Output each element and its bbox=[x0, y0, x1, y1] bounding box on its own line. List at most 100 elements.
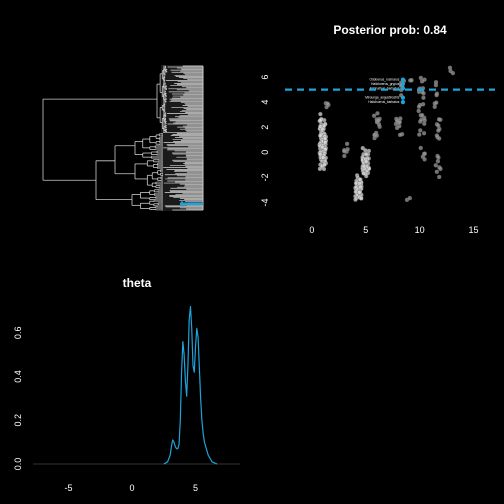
scatter-point bbox=[363, 148, 368, 153]
density-x-tick-label: 0 bbox=[130, 483, 135, 493]
scatter-point bbox=[421, 131, 427, 136]
scatter-point bbox=[434, 169, 440, 174]
scatter-point bbox=[447, 65, 453, 70]
scatter-x-tick-label: 10 bbox=[415, 225, 425, 235]
scatter-y-tick-label: 0 bbox=[260, 150, 270, 155]
scatter-point bbox=[397, 132, 403, 138]
density-y-tick-label: 0.2 bbox=[13, 414, 23, 427]
scatter-point bbox=[353, 197, 358, 202]
scatter-point bbox=[418, 128, 423, 133]
theta-density-line bbox=[163, 305, 218, 465]
density-y-tick-label: 0.4 bbox=[13, 370, 23, 383]
scatter-point bbox=[436, 136, 442, 141]
highlighted-point-label: Halichoerus_barbatus bbox=[368, 100, 399, 104]
scatter-point bbox=[436, 123, 441, 128]
scatter-point bbox=[364, 159, 369, 164]
scatter-point bbox=[361, 164, 367, 169]
scatter-point bbox=[359, 196, 364, 201]
scatter-x-tick-label: 0 bbox=[309, 225, 314, 235]
scatter-point bbox=[357, 190, 362, 195]
scatter-y-tick-label: 4 bbox=[260, 100, 270, 105]
scatter-y-tick-label: 2 bbox=[260, 125, 270, 130]
scatter-point bbox=[394, 118, 400, 124]
highlighted-point-label: Odobenus_rosmarus bbox=[370, 78, 400, 82]
scatter-point bbox=[434, 100, 439, 105]
scatter-point bbox=[420, 113, 425, 118]
scatter-point bbox=[361, 171, 366, 176]
scatter-point bbox=[323, 147, 328, 152]
highlighted-point bbox=[400, 100, 406, 105]
scatter-point bbox=[318, 124, 323, 129]
scatter-point bbox=[357, 177, 363, 182]
scatter-point bbox=[376, 118, 381, 123]
scatter-point bbox=[320, 155, 326, 160]
scatter-point bbox=[342, 149, 347, 154]
scatter-point bbox=[421, 95, 426, 100]
scatter-point bbox=[422, 151, 427, 156]
highlighted-point-label: Erignathus_barbatus bbox=[370, 86, 400, 90]
scatter-point bbox=[435, 159, 441, 164]
scatter-point bbox=[371, 113, 377, 118]
scatter-point bbox=[436, 128, 441, 133]
scatter-point bbox=[397, 123, 402, 129]
scatter-point bbox=[450, 70, 456, 76]
highlighted-point bbox=[400, 81, 406, 87]
scatter-point bbox=[433, 163, 438, 168]
scatter-y-tick-label: 6 bbox=[260, 75, 270, 80]
density-y-tick-label: 0.6 bbox=[13, 327, 23, 340]
density-x-tick-label: -5 bbox=[65, 483, 73, 493]
scatter-point bbox=[345, 147, 350, 152]
scatter-point bbox=[436, 155, 441, 160]
highlighted-point-label: Mirounga_angustirostris bbox=[365, 96, 399, 100]
scatter-point bbox=[363, 151, 369, 157]
scatter-point bbox=[323, 140, 328, 145]
scatter-point bbox=[437, 174, 442, 180]
scatter-point bbox=[422, 77, 427, 82]
scatter-y-tick-label: -2 bbox=[260, 173, 270, 181]
scatter-point bbox=[434, 92, 439, 98]
scatter-point bbox=[416, 108, 421, 114]
scatter-point bbox=[375, 111, 380, 116]
scatter-point bbox=[344, 141, 350, 146]
scatter-point bbox=[407, 195, 412, 201]
scatter-point bbox=[358, 184, 363, 190]
scatter-point bbox=[398, 116, 403, 121]
scatter-point bbox=[420, 102, 426, 107]
scatter-point bbox=[417, 132, 422, 137]
scatter-x-tick-label: 15 bbox=[468, 225, 478, 235]
scatter-point bbox=[420, 154, 425, 159]
scatter-point bbox=[322, 162, 327, 168]
scatter-point bbox=[321, 166, 327, 172]
scatter-point bbox=[433, 82, 439, 88]
highlighted-point bbox=[400, 95, 406, 100]
scatter-point bbox=[325, 101, 330, 106]
scatter-point bbox=[318, 111, 323, 117]
highlighted-point-label: Halichoerus_grypus bbox=[371, 82, 400, 86]
scatter-y-tick-label: -4 bbox=[260, 198, 270, 206]
scatter-title: Posterior prob: 0.84 bbox=[333, 23, 447, 37]
density-title: theta bbox=[123, 276, 152, 290]
density-y-tick-label: 0.0 bbox=[13, 458, 23, 471]
scatter-point bbox=[324, 104, 329, 110]
tip-label-block bbox=[161, 65, 203, 211]
scatter-point bbox=[318, 133, 323, 138]
scatter-x-tick-label: 5 bbox=[363, 225, 368, 235]
highlighted-point bbox=[400, 86, 406, 91]
scatter-point bbox=[416, 104, 422, 109]
posterior-scatter-panel: Posterior prob: 0.84 0 5 10 15 -4 -2 0 2 4 6 Odobe… bbox=[260, 23, 495, 235]
scatter-point bbox=[436, 117, 442, 122]
scatter-point bbox=[322, 136, 328, 141]
scatter-point bbox=[409, 78, 414, 83]
scatter-point bbox=[318, 118, 323, 123]
scatter-point bbox=[374, 133, 380, 138]
scatter-point bbox=[438, 166, 443, 172]
scatter-point bbox=[318, 152, 323, 157]
scatter-point bbox=[434, 133, 440, 138]
scatter-point bbox=[353, 189, 358, 195]
phylogeny-panel bbox=[42, 65, 204, 211]
scatter-point bbox=[418, 145, 423, 151]
scatter-point bbox=[342, 153, 347, 159]
scatter-point bbox=[422, 118, 427, 123]
